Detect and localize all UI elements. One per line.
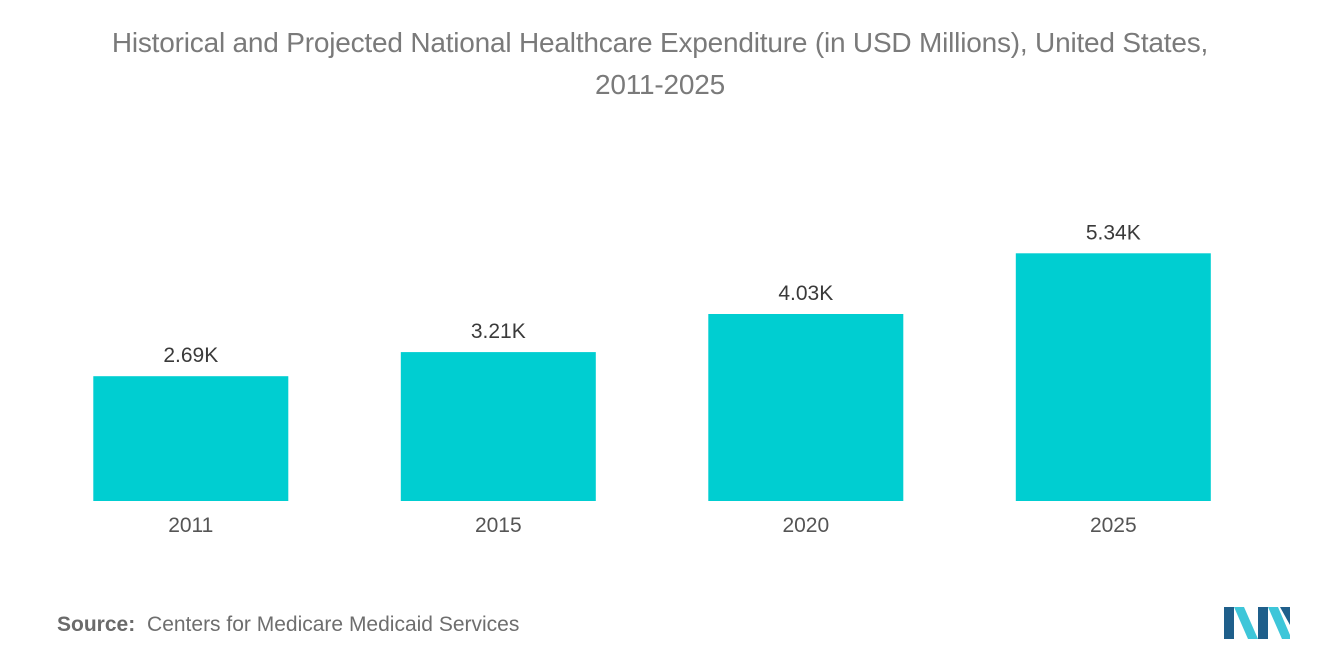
data-label-2020: 4.03K [778,282,833,305]
bar-2011 [93,376,289,501]
source-text: Centers for Medicare Medicaid Services [147,613,520,636]
bar-chart: 2.69K 2011 3.21K 2015 4.03K 2020 5.34K 2025 [93,221,1211,537]
x-tick-label-2015: 2015 [475,514,522,537]
data-label-2015: 3.21K [471,320,526,343]
bar-2020 [708,314,904,501]
mordor-intelligence-logo-icon [1224,607,1290,639]
chart-title-line-1: Historical and Projected National Health… [111,27,1209,58]
data-label-2011: 2.69K [163,344,218,367]
chart-title-line-2: 2011-2025 [594,69,726,100]
data-label-2025: 5.34K [1086,221,1141,244]
x-tick-label-2020: 2020 [782,514,829,537]
source-note: Source: Centers for Medicare Medicaid Se… [57,613,519,637]
bar-2025 [1015,253,1211,501]
source-label: Source: [57,613,136,636]
x-tick-label-2025: 2025 [1090,514,1137,537]
x-tick-label-2011: 2011 [168,514,213,537]
chart-title: Historical and Projected National Health… [0,22,1320,106]
bar-2015 [400,352,596,501]
